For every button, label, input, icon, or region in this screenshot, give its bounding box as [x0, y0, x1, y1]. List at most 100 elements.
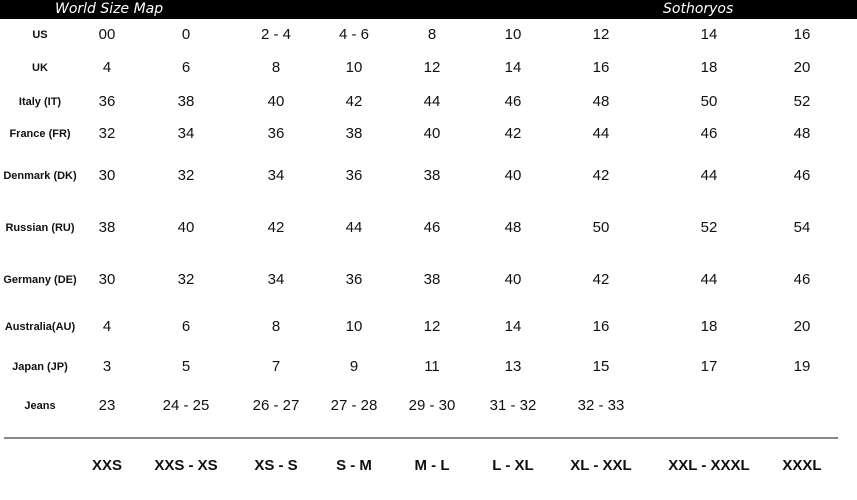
- row-label: Australia(AU): [4, 321, 76, 333]
- table-cell: 40: [267, 93, 285, 110]
- row-label: Germany (DE): [3, 274, 77, 286]
- row-label: France (FR): [9, 128, 71, 140]
- table-cell: 31 - 32: [489, 397, 537, 414]
- table-cell: 36: [98, 93, 116, 110]
- table-cell: 36: [345, 167, 363, 184]
- table-cell: 0: [181, 26, 191, 43]
- table-cell: 10: [504, 26, 522, 43]
- size-label: XXS - XS: [154, 457, 218, 474]
- size-label: XXL - XXXL: [668, 457, 750, 474]
- size-label: M - L: [414, 457, 450, 474]
- table-cell: 27 - 28: [330, 397, 378, 414]
- table-cell: 10: [345, 59, 363, 76]
- header-bar: World Size Map Sothoryos: [0, 0, 857, 19]
- table-cell: 50: [700, 93, 718, 110]
- table-cell: 34: [177, 125, 195, 142]
- table-cell: 42: [345, 93, 363, 110]
- table-cell: 50: [592, 219, 610, 236]
- table-cell: 40: [177, 219, 195, 236]
- row-label: Italy (IT): [18, 96, 62, 108]
- table-cell: 36: [267, 125, 285, 142]
- table-cell: 8: [271, 318, 281, 335]
- table-cell: 52: [700, 219, 718, 236]
- table-cell: 38: [423, 167, 441, 184]
- table-cell: 30: [98, 271, 116, 288]
- divider: [4, 437, 838, 439]
- table-cell: 00: [98, 26, 116, 43]
- table-cell: 32: [177, 271, 195, 288]
- table-cell: 12: [592, 26, 610, 43]
- table-cell: 26 - 27: [252, 397, 300, 414]
- table-cell: 38: [423, 271, 441, 288]
- table-cell: 19: [793, 358, 811, 375]
- table-cell: 6: [181, 59, 191, 76]
- table-cell: 32 - 33: [577, 397, 625, 414]
- table-cell: 48: [793, 125, 811, 142]
- table-cell: 29 - 30: [408, 397, 456, 414]
- size-label: XXS: [91, 457, 122, 474]
- table-cell: 16: [793, 26, 811, 43]
- row-label: Japan (JP): [12, 361, 68, 373]
- table-cell: 32: [177, 167, 195, 184]
- table-cell: 46: [423, 219, 441, 236]
- table-cell: 32: [98, 125, 116, 142]
- table-cell: 38: [345, 125, 363, 142]
- table-cell: 12: [423, 318, 441, 335]
- table-cell: 34: [267, 271, 285, 288]
- row-label: Jeans: [24, 400, 56, 412]
- table-cell: 17: [700, 358, 718, 375]
- table-cell: 15: [592, 358, 610, 375]
- table-cell: 10: [345, 318, 363, 335]
- table-cell: 44: [345, 219, 363, 236]
- table-cell: 14: [504, 318, 522, 335]
- size-label: XS - S: [254, 457, 298, 474]
- table-cell: 44: [700, 167, 718, 184]
- table-cell: 36: [345, 271, 363, 288]
- table-cell: 11: [424, 358, 440, 375]
- table-cell: 20: [793, 59, 811, 76]
- size-label: L - XL: [492, 457, 534, 474]
- table-cell: 20: [793, 318, 811, 335]
- size-label: S - M: [336, 457, 372, 474]
- table-cell: 40: [504, 271, 522, 288]
- table-cell: 44: [700, 271, 718, 288]
- table-cell: 3: [102, 358, 112, 375]
- brand-name: Sothoryos: [663, 1, 734, 17]
- table-cell: 14: [700, 26, 718, 43]
- table-cell: 42: [504, 125, 522, 142]
- table-cell: 18: [700, 318, 718, 335]
- size-label: XL - XXL: [570, 457, 632, 474]
- table-cell: 30: [98, 167, 116, 184]
- table-cell: 46: [700, 125, 718, 142]
- table-cell: 4 - 6: [338, 26, 369, 43]
- table-cell: 9: [349, 358, 359, 375]
- table-cell: 16: [592, 318, 610, 335]
- table-cell: 46: [793, 167, 811, 184]
- table-cell: 23: [98, 397, 116, 414]
- row-label: UK: [32, 62, 48, 74]
- table-cell: 48: [504, 219, 522, 236]
- size-label: XXXL: [782, 457, 822, 474]
- table-cell: 4: [102, 318, 112, 335]
- table-cell: 44: [592, 125, 610, 142]
- table-cell: 48: [592, 93, 610, 110]
- table-cell: 7: [271, 358, 281, 375]
- table-cell: 42: [267, 219, 285, 236]
- table-cell: 46: [793, 271, 811, 288]
- table-cell: 52: [793, 93, 811, 110]
- row-label: Russian (RU): [5, 222, 75, 234]
- table-cell: 6: [181, 318, 191, 335]
- table-cell: 54: [793, 219, 811, 236]
- table-cell: 46: [504, 93, 522, 110]
- table-cell: 8: [427, 26, 437, 43]
- table-cell: 4: [102, 59, 112, 76]
- table-cell: 2 - 4: [260, 26, 291, 43]
- table-cell: 14: [504, 59, 522, 76]
- table-cell: 12: [423, 59, 441, 76]
- table-cell: 38: [98, 219, 116, 236]
- table-cell: 42: [592, 167, 610, 184]
- table-cell: 34: [267, 167, 285, 184]
- table-cell: 24 - 25: [162, 397, 210, 414]
- row-label: Denmark (DK): [3, 170, 77, 182]
- table-cell: 40: [504, 167, 522, 184]
